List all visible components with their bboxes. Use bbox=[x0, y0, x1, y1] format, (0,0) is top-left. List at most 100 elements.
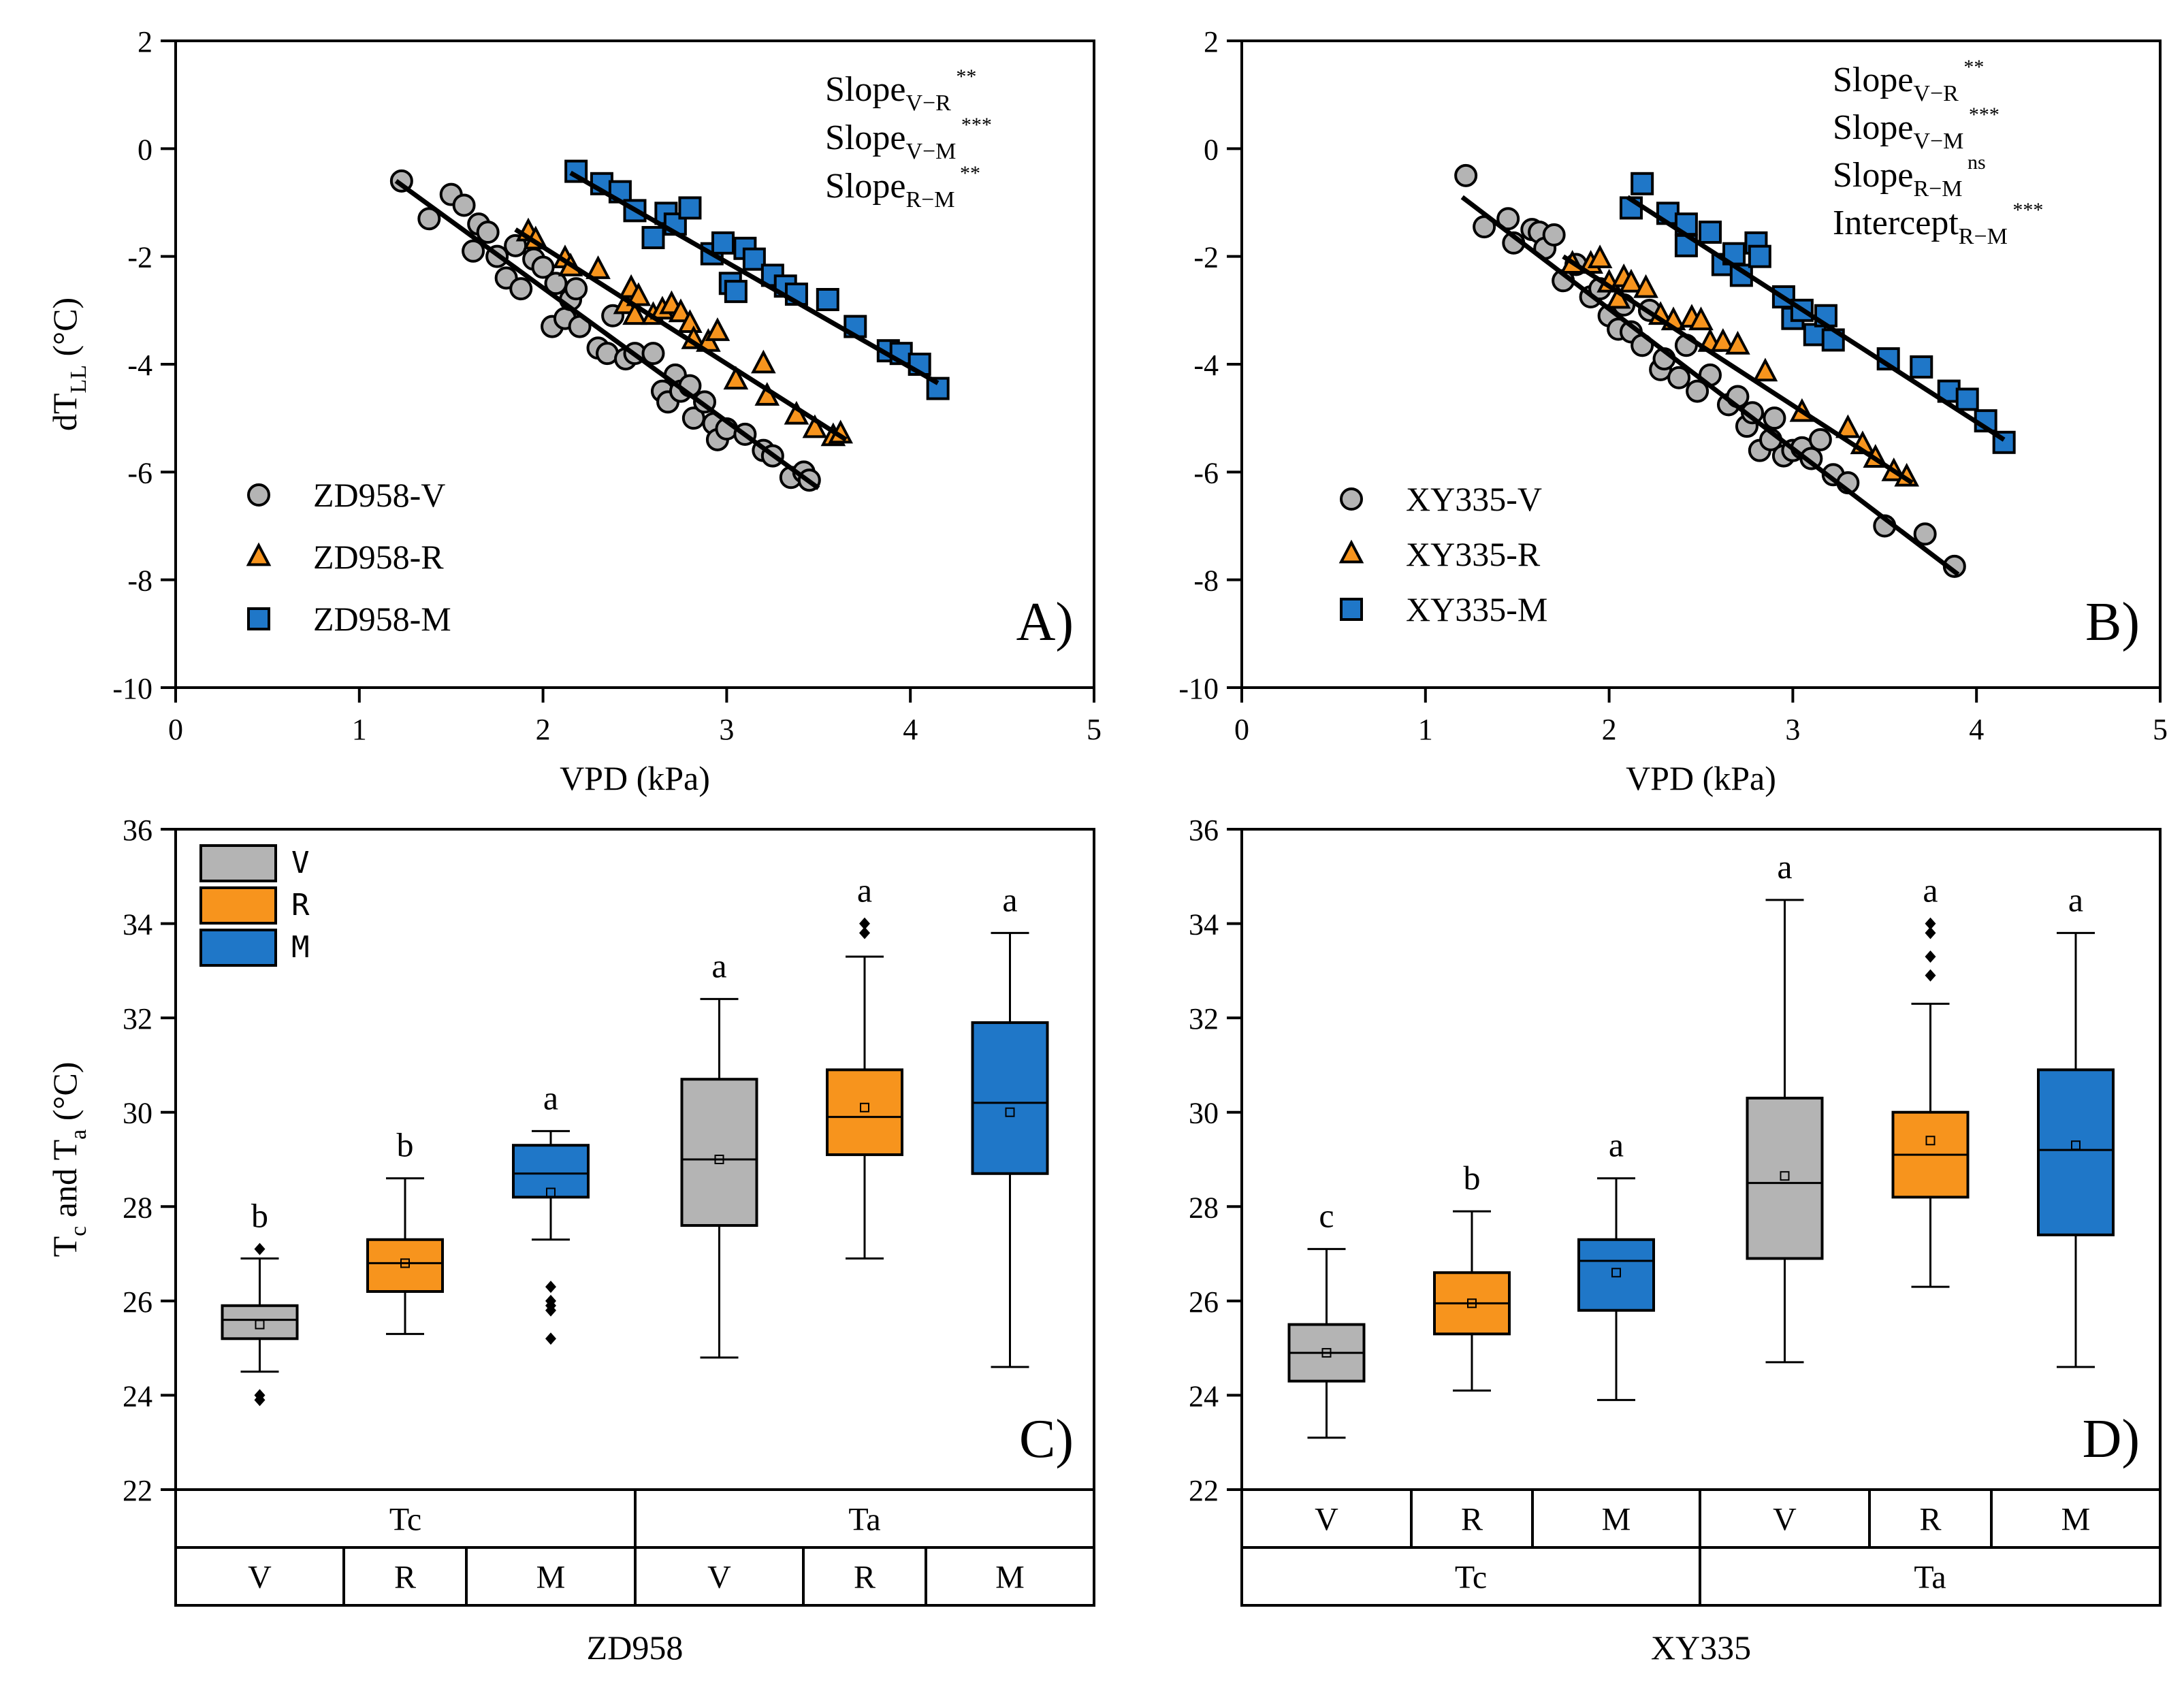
y-tick-label: 26 bbox=[123, 1285, 152, 1319]
legend-label: ZD958-M bbox=[313, 600, 451, 638]
legend-label: XY335-V bbox=[1406, 480, 1542, 518]
series-XY335-M bbox=[1619, 172, 2016, 454]
data-point bbox=[724, 280, 748, 304]
annotation-sub: V−R bbox=[905, 91, 951, 116]
annotation-sup: ** bbox=[1959, 56, 1985, 78]
box-body bbox=[366, 1238, 444, 1294]
data-point bbox=[622, 301, 647, 325]
box-Ta-V: a bbox=[1746, 848, 1824, 1364]
data-point bbox=[1688, 306, 1714, 331]
annotation-main: Slope bbox=[1833, 156, 1913, 195]
box-Ta-V: a bbox=[680, 946, 758, 1359]
mean-marker bbox=[1467, 1298, 1477, 1309]
data-point bbox=[705, 317, 730, 341]
y-tick-label: -10 bbox=[112, 672, 152, 705]
mean-marker bbox=[1005, 1107, 1015, 1117]
mean-marker bbox=[1321, 1348, 1332, 1358]
annotation-sup: *** bbox=[1963, 103, 2000, 126]
box-Tc-M: a bbox=[512, 1078, 590, 1345]
y-tick-label: -6 bbox=[1193, 456, 1219, 490]
data-point bbox=[626, 282, 652, 306]
legend-label: V bbox=[291, 846, 310, 880]
y-axis-label-sub: c bbox=[66, 1226, 91, 1236]
outlier-point bbox=[545, 1281, 556, 1294]
group-label: R bbox=[1461, 1502, 1483, 1538]
box-Tc-R: b bbox=[366, 1126, 444, 1335]
significance-letter: c bbox=[1319, 1197, 1334, 1235]
outlier-point bbox=[254, 1242, 266, 1255]
plot-frame bbox=[1240, 39, 2162, 689]
annotation-sup: ns bbox=[1963, 151, 1986, 174]
data-point bbox=[1910, 355, 1933, 379]
stat-annotation: SlopeV−M *** bbox=[825, 114, 992, 164]
box-Ta-M: a bbox=[971, 880, 1049, 1368]
group-label: Ta bbox=[848, 1502, 880, 1538]
box-Tc-M: a bbox=[1577, 1126, 1655, 1401]
significance-letter: a bbox=[543, 1078, 558, 1117]
box-body bbox=[1577, 1238, 1655, 1312]
data-point bbox=[668, 298, 694, 323]
data-point bbox=[1587, 244, 1613, 269]
outlier-point bbox=[545, 1332, 556, 1345]
y-tick-label: 24 bbox=[1189, 1379, 1219, 1413]
box-Ta-R: a bbox=[826, 871, 903, 1259]
x-tick-label: 4 bbox=[903, 713, 918, 746]
annotation-sub: V−M bbox=[1913, 129, 1963, 154]
legend-marker bbox=[1338, 539, 1364, 564]
group-label: V bbox=[248, 1560, 272, 1596]
data-point bbox=[1835, 414, 1861, 438]
data-point bbox=[1752, 357, 1778, 382]
data-point bbox=[723, 366, 749, 390]
legend-marker bbox=[247, 607, 270, 630]
y-axis-label-main: T bbox=[46, 1236, 84, 1257]
annotation-sub: R−M bbox=[1913, 176, 1962, 202]
fit-line bbox=[514, 227, 848, 442]
y-tick-label: 34 bbox=[1189, 908, 1219, 942]
annotation-main: Slope bbox=[825, 118, 905, 157]
legend-swatch bbox=[199, 929, 277, 967]
group-label: M bbox=[536, 1560, 566, 1596]
x-axis-label: VPD (kPa) bbox=[560, 759, 710, 797]
y-tick-label: -4 bbox=[127, 349, 152, 382]
x-tick-label: 4 bbox=[1969, 713, 1984, 746]
annotation-sub: V−M bbox=[905, 139, 956, 164]
significance-letter: a bbox=[1923, 871, 1938, 910]
y-axis-label: Tc and Ta (°C) bbox=[46, 1062, 91, 1257]
significance-letter: b bbox=[397, 1126, 414, 1164]
mean-marker bbox=[546, 1187, 556, 1198]
annotation-sup: *** bbox=[956, 114, 992, 136]
x-tick-label: 3 bbox=[719, 713, 734, 746]
group-label: Tc bbox=[389, 1502, 421, 1538]
outlier-point bbox=[254, 1394, 266, 1407]
annotation-sup: ** bbox=[955, 162, 981, 184]
data-point bbox=[1674, 234, 1698, 257]
stat-annotation: SlopeV−R ** bbox=[1833, 56, 1984, 106]
x-tick-label: 0 bbox=[1234, 713, 1249, 746]
y-tick-label: 0 bbox=[138, 133, 152, 166]
legend-label: ZD958-V bbox=[313, 476, 445, 514]
data-point bbox=[711, 231, 735, 255]
significance-letter: a bbox=[1002, 880, 1017, 918]
data-point bbox=[1748, 244, 1771, 268]
fit-line bbox=[1460, 195, 1960, 577]
mean-marker bbox=[1780, 1171, 1790, 1181]
data-point bbox=[1913, 522, 1937, 546]
data-point bbox=[1542, 223, 1566, 246]
box-body bbox=[971, 1021, 1049, 1175]
annotation-main: Slope bbox=[1833, 61, 1913, 99]
data-point bbox=[1725, 330, 1750, 355]
significance-letter: a bbox=[711, 946, 726, 984]
y-tick-label: 36 bbox=[123, 814, 152, 847]
outlier-point bbox=[859, 917, 870, 930]
box-body bbox=[1746, 1096, 1824, 1260]
y-tick-label: 32 bbox=[123, 1002, 152, 1036]
y-tick-label: -8 bbox=[127, 564, 152, 598]
y-tick-label: 22 bbox=[1189, 1474, 1219, 1507]
outlier-point bbox=[545, 1304, 556, 1317]
x-tick-label: 5 bbox=[2153, 713, 2168, 746]
x-tick-label: 2 bbox=[536, 713, 551, 746]
significance-letter: a bbox=[857, 871, 872, 910]
mean-marker bbox=[1925, 1136, 1936, 1146]
significance-letter: b bbox=[251, 1197, 268, 1235]
